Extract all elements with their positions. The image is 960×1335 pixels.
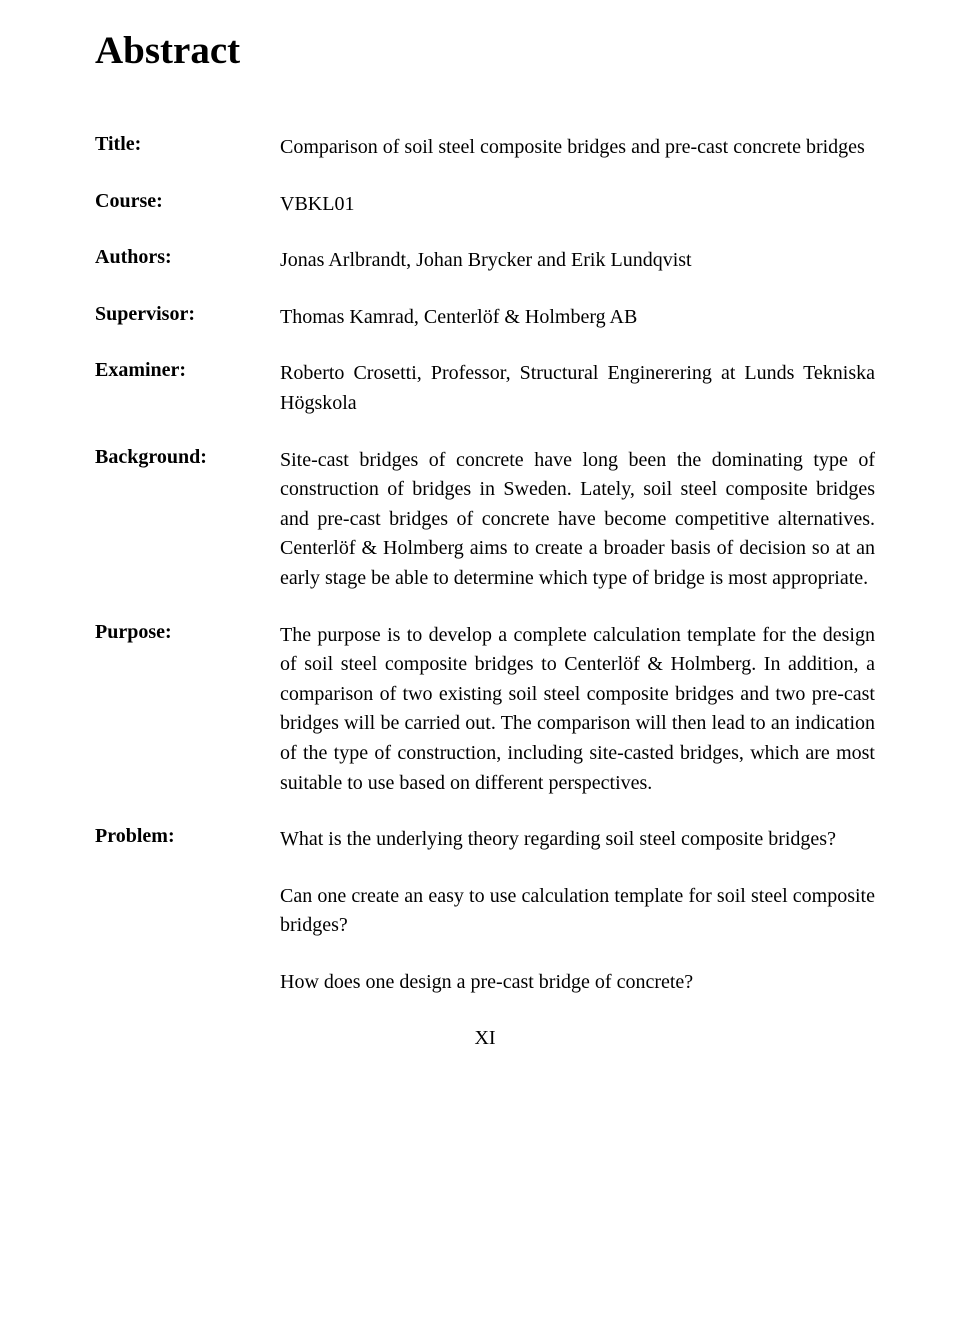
- abstract-row: Title:Comparison of soil steel composite…: [95, 133, 875, 163]
- row-paragraph: Jonas Arlbrandt, Johan Brycker and Erik …: [280, 246, 875, 276]
- abstract-row: Problem:What is the underlying theory re…: [95, 825, 875, 997]
- row-paragraph: VBKL01: [280, 190, 875, 220]
- row-paragraph: How does one design a pre-cast bridge of…: [280, 968, 875, 998]
- abstract-heading: Abstract: [95, 28, 875, 73]
- row-paragraph: Site-cast bridges of concrete have long …: [280, 446, 875, 594]
- row-label: Purpose:: [95, 621, 280, 644]
- abstract-table: Title:Comparison of soil steel composite…: [95, 133, 875, 997]
- row-value: Roberto Crosetti, Professor, Structural …: [280, 359, 875, 418]
- abstract-row: Authors:Jonas Arlbrandt, Johan Brycker a…: [95, 246, 875, 276]
- row-paragraph: What is the underlying theory regarding …: [280, 825, 875, 855]
- row-value: What is the underlying theory regarding …: [280, 825, 875, 997]
- abstract-row: Purpose:The purpose is to develop a comp…: [95, 621, 875, 799]
- row-label: Problem:: [95, 825, 280, 848]
- row-label: Examiner:: [95, 359, 280, 382]
- row-paragraph: Roberto Crosetti, Professor, Structural …: [280, 359, 875, 418]
- row-value: Thomas Kamrad, Centerlöf & Holmberg AB: [280, 303, 875, 333]
- abstract-row: Background:Site-cast bridges of concrete…: [95, 446, 875, 594]
- row-paragraph: The purpose is to develop a complete cal…: [280, 621, 875, 799]
- row-label: Supervisor:: [95, 303, 280, 326]
- row-paragraph: Thomas Kamrad, Centerlöf & Holmberg AB: [280, 303, 875, 333]
- row-value: Jonas Arlbrandt, Johan Brycker and Erik …: [280, 246, 875, 276]
- abstract-row: Course:VBKL01: [95, 190, 875, 220]
- row-label: Background:: [95, 446, 280, 469]
- row-paragraph: Can one create an easy to use calculatio…: [280, 882, 875, 941]
- row-value: Site-cast bridges of concrete have long …: [280, 446, 875, 594]
- row-label: Title:: [95, 133, 280, 156]
- row-value: The purpose is to develop a complete cal…: [280, 621, 875, 799]
- page-number: XI: [95, 1027, 875, 1050]
- abstract-row: Supervisor:Thomas Kamrad, Centerlöf & Ho…: [95, 303, 875, 333]
- row-label: Authors:: [95, 246, 280, 269]
- row-label: Course:: [95, 190, 280, 213]
- row-value: Comparison of soil steel composite bridg…: [280, 133, 875, 163]
- abstract-row: Examiner:Roberto Crosetti, Professor, St…: [95, 359, 875, 418]
- row-value: VBKL01: [280, 190, 875, 220]
- row-paragraph: Comparison of soil steel composite bridg…: [280, 133, 875, 163]
